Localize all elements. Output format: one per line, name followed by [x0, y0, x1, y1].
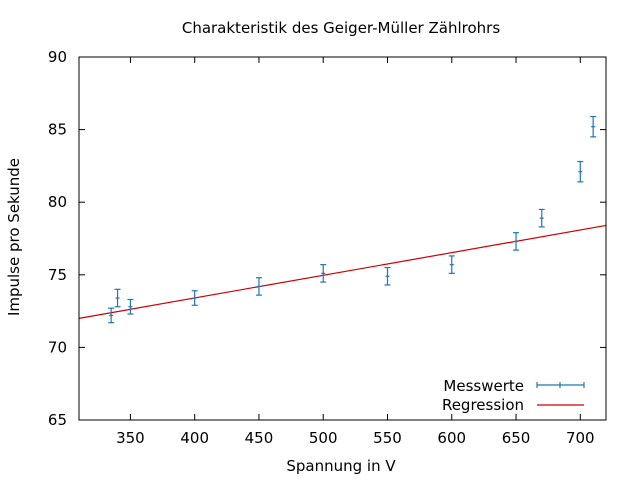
y-tick-label-85: 85 [48, 121, 67, 139]
y-tick-label-90: 90 [48, 48, 67, 66]
legend-label-measurements: Messwerte [443, 377, 524, 395]
y-tick-label-65: 65 [48, 411, 67, 429]
data-point-3 [127, 298, 134, 315]
legend-label-regression: Regression [442, 396, 524, 414]
x-tick-label-550: 550 [373, 429, 402, 447]
data-point-5 [255, 277, 262, 296]
plot-frame [78, 56, 607, 421]
data-point-1 [108, 307, 115, 324]
legend: Messwerte Regression [442, 377, 585, 414]
data-point-4 [191, 290, 198, 306]
data-point-10 [538, 208, 545, 228]
x-tick-label-450: 450 [245, 429, 274, 447]
data-point-11 [577, 160, 584, 183]
x-tick-label-650: 650 [502, 429, 531, 447]
x-tick-label-400: 400 [180, 429, 209, 447]
x-tick-label-600: 600 [437, 429, 466, 447]
x-tick-label-350: 350 [116, 429, 145, 447]
y-axis-label: Impulse pro Sekunde [5, 158, 23, 316]
data-point-2 [114, 288, 121, 308]
y-tick-label-80: 80 [48, 193, 67, 211]
data-point-7 [384, 266, 391, 286]
regression-line [78, 224, 607, 319]
data-point-12 [590, 115, 597, 138]
x-tick-label-700: 700 [566, 429, 595, 447]
x-axis-label: Spannung in V [286, 457, 396, 475]
data-point-9 [513, 232, 520, 251]
data-point-8 [448, 255, 455, 274]
x-tick-label-500: 500 [309, 429, 338, 447]
legend-sample-measurements [536, 382, 585, 388]
data-point-6 [320, 264, 327, 283]
y-tick-label-75: 75 [48, 266, 67, 284]
plot-layer: 350 400 450 500 550 600 650 700 65 70 75 80 85 90 [48, 48, 607, 447]
chart-title: Charakteristik des Geiger-Müller Zählroh… [182, 19, 500, 37]
y-tick-label-70: 70 [48, 338, 67, 356]
